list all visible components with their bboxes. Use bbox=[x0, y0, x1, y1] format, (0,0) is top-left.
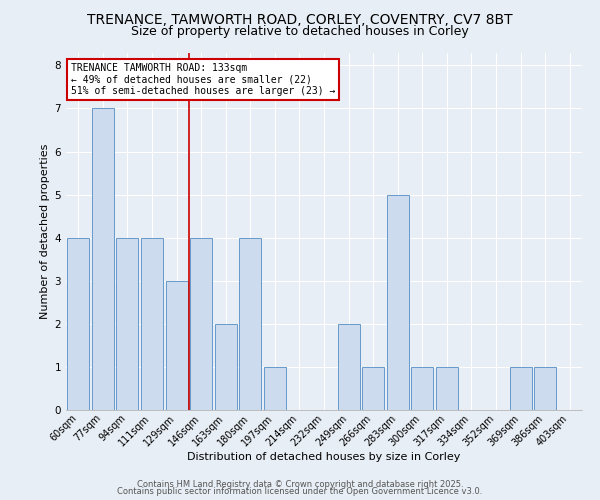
X-axis label: Distribution of detached houses by size in Corley: Distribution of detached houses by size … bbox=[187, 452, 461, 462]
Bar bbox=[386, 194, 409, 410]
Text: Contains HM Land Registry data © Crown copyright and database right 2025.: Contains HM Land Registry data © Crown c… bbox=[137, 480, 463, 489]
Bar bbox=[534, 367, 556, 410]
Bar bbox=[436, 367, 458, 410]
Bar bbox=[67, 238, 89, 410]
Bar bbox=[116, 238, 139, 410]
Bar bbox=[92, 108, 114, 410]
Bar bbox=[190, 238, 212, 410]
Text: Contains public sector information licensed under the Open Government Licence v3: Contains public sector information licen… bbox=[118, 487, 482, 496]
Bar bbox=[264, 367, 286, 410]
Bar bbox=[215, 324, 237, 410]
Y-axis label: Number of detached properties: Number of detached properties bbox=[40, 144, 50, 319]
Text: TRENANCE, TAMWORTH ROAD, CORLEY, COVENTRY, CV7 8BT: TRENANCE, TAMWORTH ROAD, CORLEY, COVENTR… bbox=[87, 12, 513, 26]
Bar bbox=[239, 238, 262, 410]
Text: TRENANCE TAMWORTH ROAD: 133sqm
← 49% of detached houses are smaller (22)
51% of : TRENANCE TAMWORTH ROAD: 133sqm ← 49% of … bbox=[71, 63, 335, 96]
Bar bbox=[166, 281, 188, 410]
Bar bbox=[141, 238, 163, 410]
Text: Size of property relative to detached houses in Corley: Size of property relative to detached ho… bbox=[131, 25, 469, 38]
Bar bbox=[338, 324, 359, 410]
Bar bbox=[509, 367, 532, 410]
Bar bbox=[362, 367, 384, 410]
Bar bbox=[411, 367, 433, 410]
